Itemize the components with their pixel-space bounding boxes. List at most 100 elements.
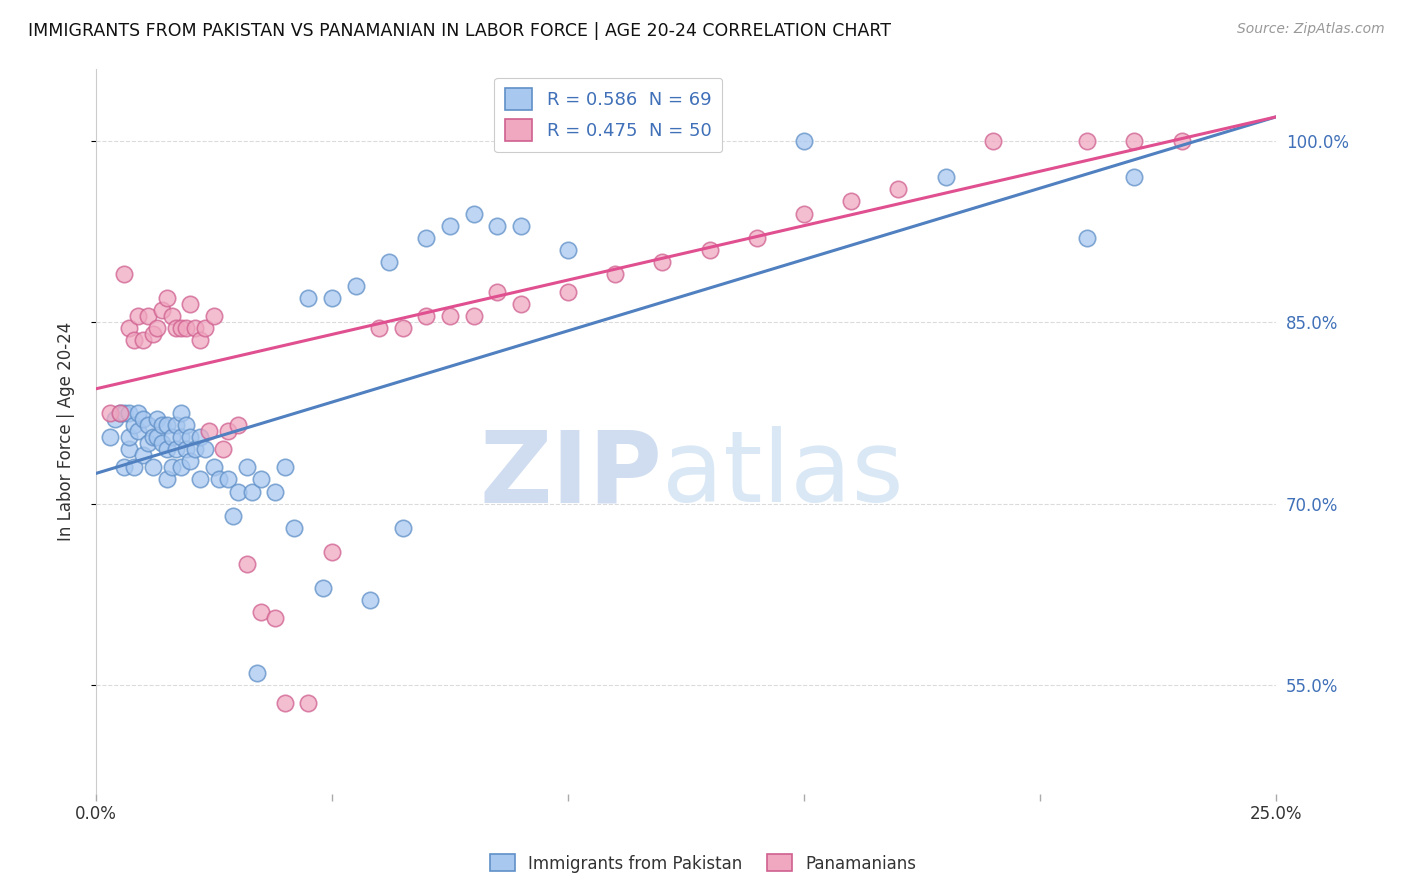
- Point: [165, 418, 187, 433]
- Point: [359, 593, 381, 607]
- Point: [1123, 170, 1146, 185]
- Point: [118, 442, 141, 457]
- Point: [297, 696, 319, 710]
- Point: [283, 521, 305, 535]
- Point: [699, 243, 721, 257]
- Point: [128, 406, 150, 420]
- Point: [156, 442, 179, 457]
- Point: [128, 310, 150, 324]
- Point: [160, 310, 183, 324]
- Point: [150, 303, 173, 318]
- Point: [463, 206, 485, 220]
- Point: [132, 334, 155, 348]
- Point: [198, 424, 221, 438]
- Point: [208, 472, 231, 486]
- Point: [392, 521, 415, 535]
- Point: [557, 285, 579, 299]
- Point: [557, 243, 579, 257]
- Point: [793, 134, 815, 148]
- Point: [1076, 231, 1098, 245]
- Point: [150, 436, 173, 450]
- Point: [188, 430, 211, 444]
- Point: [274, 460, 297, 475]
- Point: [377, 255, 399, 269]
- Point: [240, 484, 263, 499]
- Point: [108, 406, 131, 420]
- Y-axis label: In Labor Force | Age 20-24: In Labor Force | Age 20-24: [58, 321, 75, 541]
- Point: [184, 442, 207, 457]
- Point: [439, 219, 461, 233]
- Point: [981, 134, 1004, 148]
- Point: [217, 424, 239, 438]
- Point: [651, 255, 673, 269]
- Point: [415, 231, 437, 245]
- Legend: Immigrants from Pakistan, Panamanians: Immigrants from Pakistan, Panamanians: [482, 847, 924, 880]
- Point: [486, 285, 509, 299]
- Point: [212, 442, 235, 457]
- Point: [245, 665, 267, 680]
- Point: [170, 460, 193, 475]
- Point: [202, 460, 225, 475]
- Point: [439, 310, 461, 324]
- Point: [202, 310, 225, 324]
- Point: [165, 442, 187, 457]
- Point: [509, 219, 531, 233]
- Point: [250, 472, 273, 486]
- Text: atlas: atlas: [662, 426, 904, 523]
- Point: [165, 321, 187, 335]
- Point: [226, 418, 249, 433]
- Point: [156, 291, 179, 305]
- Point: [217, 472, 239, 486]
- Point: [150, 418, 173, 433]
- Point: [112, 267, 135, 281]
- Point: [179, 297, 201, 311]
- Point: [264, 611, 287, 625]
- Point: [174, 418, 197, 433]
- Point: [745, 231, 768, 245]
- Legend: R = 0.586  N = 69, R = 0.475  N = 50: R = 0.586 N = 69, R = 0.475 N = 50: [495, 78, 723, 153]
- Point: [311, 581, 333, 595]
- Point: [132, 412, 155, 426]
- Point: [194, 321, 217, 335]
- Point: [793, 206, 815, 220]
- Point: [118, 321, 141, 335]
- Point: [118, 430, 141, 444]
- Point: [1123, 134, 1146, 148]
- Point: [108, 406, 131, 420]
- Point: [118, 406, 141, 420]
- Point: [174, 321, 197, 335]
- Point: [122, 334, 145, 348]
- Point: [605, 267, 627, 281]
- Point: [142, 430, 165, 444]
- Point: [98, 430, 121, 444]
- Point: [170, 430, 193, 444]
- Point: [839, 194, 862, 209]
- Point: [509, 297, 531, 311]
- Text: ZIP: ZIP: [479, 426, 662, 523]
- Point: [392, 321, 415, 335]
- Point: [170, 321, 193, 335]
- Point: [415, 310, 437, 324]
- Point: [122, 460, 145, 475]
- Point: [274, 696, 297, 710]
- Text: IMMIGRANTS FROM PAKISTAN VS PANAMANIAN IN LABOR FORCE | AGE 20-24 CORRELATION CH: IMMIGRANTS FROM PAKISTAN VS PANAMANIAN I…: [28, 22, 891, 40]
- Point: [112, 460, 135, 475]
- Point: [98, 406, 121, 420]
- Point: [160, 460, 183, 475]
- Point: [136, 436, 159, 450]
- Point: [174, 442, 197, 457]
- Point: [368, 321, 391, 335]
- Point: [179, 430, 201, 444]
- Point: [184, 321, 207, 335]
- Point: [160, 430, 183, 444]
- Point: [122, 418, 145, 433]
- Point: [170, 406, 193, 420]
- Point: [128, 424, 150, 438]
- Point: [463, 310, 485, 324]
- Point: [935, 170, 957, 185]
- Point: [179, 454, 201, 468]
- Point: [146, 430, 169, 444]
- Point: [222, 508, 245, 523]
- Point: [136, 418, 159, 433]
- Point: [136, 310, 159, 324]
